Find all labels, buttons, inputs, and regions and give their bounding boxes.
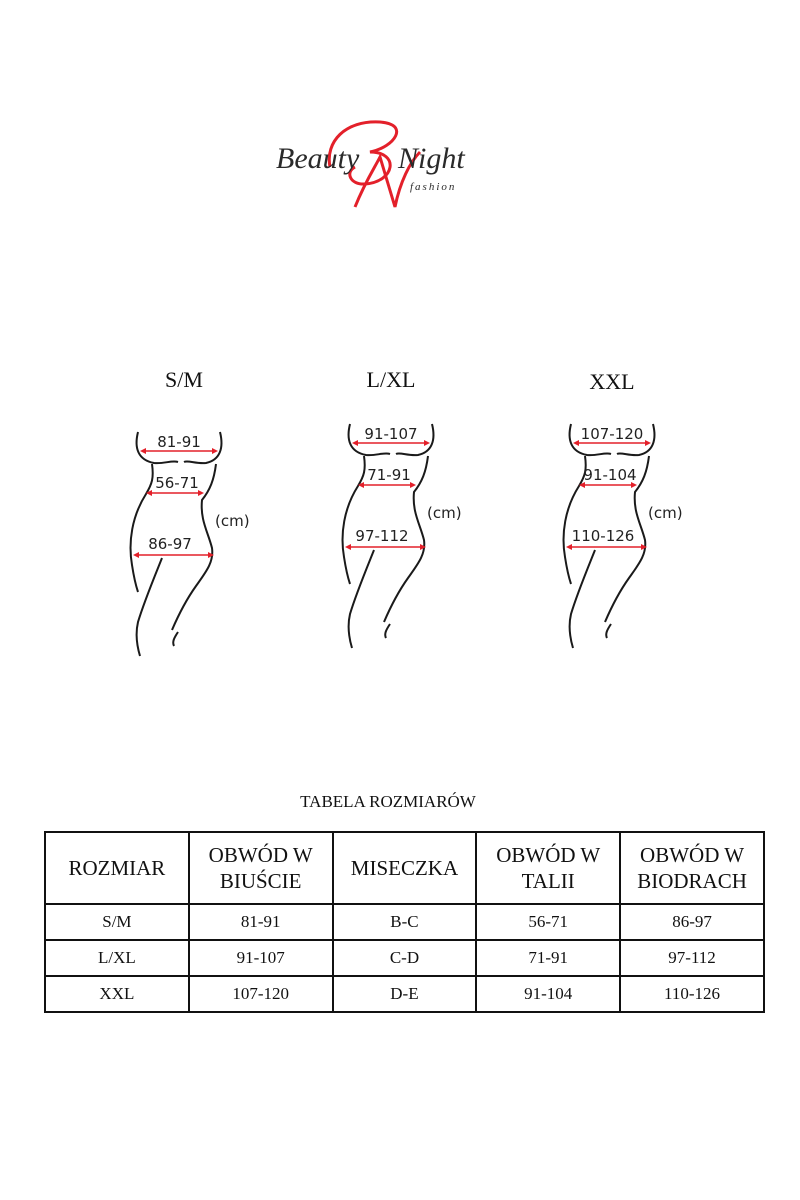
- svg-text:fashion: fashion: [410, 181, 456, 193]
- body-figure: 91-107 71-91 97-112 (cm): [341, 412, 482, 662]
- header-cup: MISECZKA: [331, 831, 478, 905]
- cell: C-D: [331, 939, 478, 977]
- table-row: S/M 81-91 B-C 56-71 86-97: [44, 903, 765, 941]
- body-outline-icon: [129, 431, 223, 657]
- cell: S/M: [44, 903, 190, 941]
- size-label: L/XL: [366, 367, 416, 392]
- cell: 97-112: [619, 939, 765, 977]
- unit-label: (cm): [215, 512, 250, 530]
- cell: 91-107: [187, 939, 334, 977]
- cell: 81-91: [187, 903, 334, 941]
- cell: B-C: [331, 903, 478, 941]
- cell: 86-97: [619, 903, 765, 941]
- cell: L/XL: [44, 939, 190, 977]
- cell: 56-71: [475, 903, 622, 941]
- body-figure: 107-120 91-104 110-126 (cm): [562, 412, 703, 662]
- waist-measurement: 91-104: [583, 466, 637, 484]
- cell: D-E: [331, 975, 478, 1013]
- cell: 107-120: [187, 975, 334, 1013]
- waist-measurement: 56-71: [155, 474, 199, 492]
- cell: XXL: [44, 975, 190, 1013]
- header-hips: OBWÓD W BIODRACH: [619, 831, 765, 905]
- body-figure: 81-91 56-71 86-97 (cm): [129, 420, 270, 670]
- table-header-row: ROZMIAR OBWÓD W BIUŚCIE MISECZKA OBWÓD W…: [44, 831, 765, 905]
- bust-measurement: 81-91: [157, 433, 201, 451]
- table-row: XXL 107-120 D-E 91-104 110-126: [44, 975, 765, 1013]
- unit-label: (cm): [427, 504, 462, 522]
- header-bust: OBWÓD W BIUŚCIE: [187, 831, 334, 905]
- svg-text:Night: Night: [397, 142, 465, 175]
- hips-measurement: 110-126: [571, 527, 635, 545]
- unit-label: (cm): [648, 504, 683, 522]
- header-waist: OBWÓD W TALII: [475, 831, 622, 905]
- size-table: ROZMIAR OBWÓD W BIUŚCIE MISECZKA OBWÓD W…: [44, 831, 765, 1013]
- table-row: L/XL 91-107 C-D 71-91 97-112: [44, 939, 765, 977]
- bust-measurement: 91-107: [364, 425, 418, 443]
- hips-measurement: 97-112: [355, 527, 409, 545]
- waist-measurement: 71-91: [367, 466, 411, 484]
- svg-text:Beauty: Beauty: [276, 142, 360, 175]
- body-outline-icon: [562, 423, 656, 649]
- header-size: ROZMIAR: [44, 831, 190, 905]
- cell: 91-104: [475, 975, 622, 1013]
- cell: 110-126: [619, 975, 765, 1013]
- size-label: S/M: [165, 367, 203, 392]
- cell: 71-91: [475, 939, 622, 977]
- body-outline-icon: [341, 423, 435, 649]
- size-label: XXL: [589, 369, 635, 394]
- brand-logo: Beauty Night fashion: [270, 112, 490, 222]
- table-title: TABELA ROZMIARÓW: [300, 792, 476, 811]
- bust-measurement: 107-120: [580, 425, 644, 443]
- hips-measurement: 86-97: [148, 535, 192, 553]
